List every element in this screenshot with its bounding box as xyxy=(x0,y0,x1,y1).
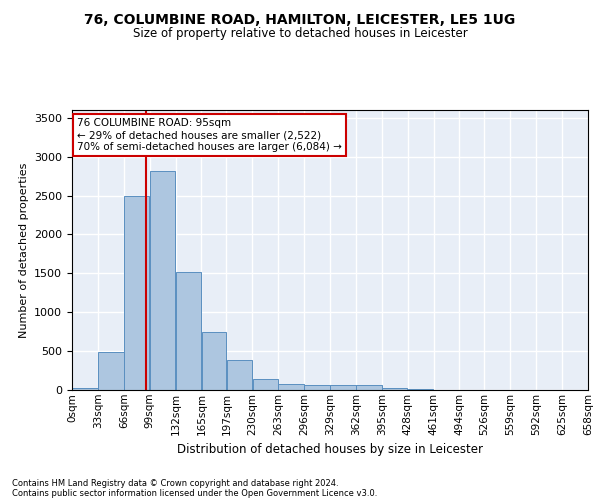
Text: 76 COLUMBINE ROAD: 95sqm
← 29% of detached houses are smaller (2,522)
70% of sem: 76 COLUMBINE ROAD: 95sqm ← 29% of detach… xyxy=(77,118,342,152)
Text: 76, COLUMBINE ROAD, HAMILTON, LEICESTER, LE5 1UG: 76, COLUMBINE ROAD, HAMILTON, LEICESTER,… xyxy=(85,12,515,26)
Bar xyxy=(150,170,175,390)
Text: Contains public sector information licensed under the Open Government Licence v3: Contains public sector information licen… xyxy=(12,488,377,498)
Bar xyxy=(98,352,124,390)
Bar xyxy=(124,196,149,390)
Text: Size of property relative to detached houses in Leicester: Size of property relative to detached ho… xyxy=(133,28,467,40)
X-axis label: Distribution of detached houses by size in Leicester: Distribution of detached houses by size … xyxy=(177,443,483,456)
Text: Contains HM Land Registry data © Crown copyright and database right 2024.: Contains HM Land Registry data © Crown c… xyxy=(12,478,338,488)
Bar xyxy=(408,389,433,390)
Bar xyxy=(382,388,407,390)
Bar xyxy=(253,378,278,390)
Bar xyxy=(330,385,356,390)
Bar xyxy=(202,332,226,390)
Bar xyxy=(72,388,98,390)
Bar xyxy=(227,360,252,390)
Bar xyxy=(304,385,330,390)
Bar xyxy=(356,386,382,390)
Bar xyxy=(176,272,201,390)
Bar xyxy=(278,384,304,390)
Y-axis label: Number of detached properties: Number of detached properties xyxy=(19,162,29,338)
